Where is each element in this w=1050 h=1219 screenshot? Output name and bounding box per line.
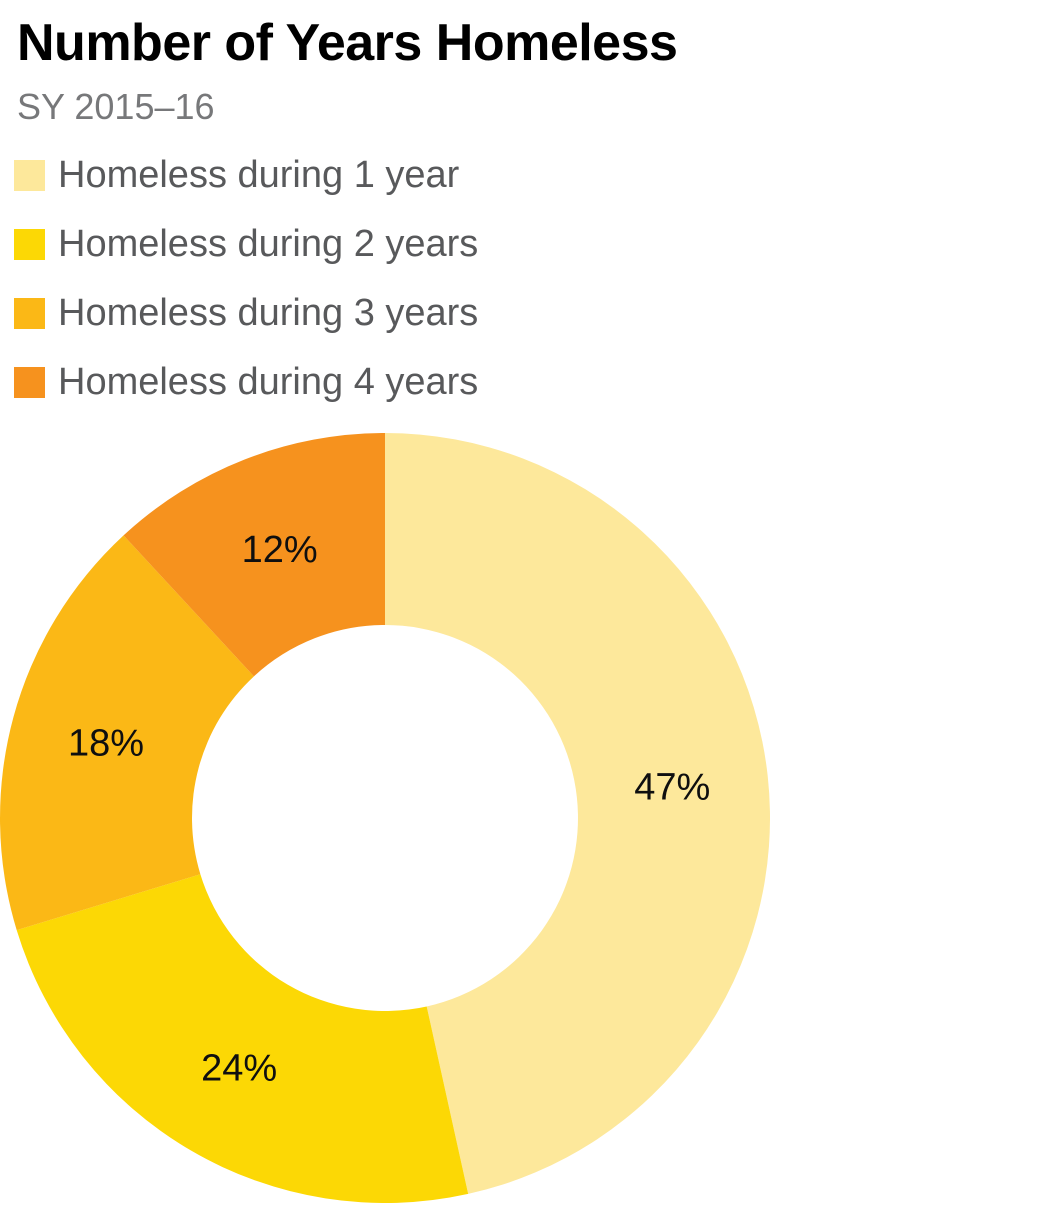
donut-segment-1-year <box>385 433 770 1194</box>
chart-title: Number of Years Homeless <box>17 14 678 72</box>
legend-item-2-years: Homeless during 2 years <box>14 225 478 263</box>
legend-item-1-year: Homeless during 1 year <box>14 156 478 194</box>
legend: Homeless during 1 year Homeless during 2… <box>14 156 478 401</box>
legend-swatch-4-years <box>14 366 45 398</box>
legend-swatch-1-year <box>14 159 45 191</box>
chart-subtitle: SY 2015–16 <box>17 86 215 127</box>
segment-value-label: 18% <box>68 723 144 765</box>
segment-value-label: 12% <box>242 529 318 571</box>
legend-label: Homeless during 2 years <box>58 223 479 265</box>
donut-segment-4-years <box>123 433 386 677</box>
legend-item-4-years: Homeless during 4 years <box>14 363 478 401</box>
segment-value-label: 24% <box>201 1048 277 1090</box>
legend-swatch-2-years <box>14 228 45 260</box>
legend-item-3-years: Homeless during 3 years <box>14 294 478 332</box>
donut-segment-2-years <box>16 874 469 1203</box>
legend-label: Homeless during 3 years <box>58 292 479 334</box>
donut-segment-3-years <box>0 535 254 931</box>
segment-value-label: 47% <box>634 767 710 809</box>
legend-swatch-3-years <box>14 297 45 329</box>
legend-label: Homeless during 4 years <box>58 361 479 403</box>
donut-chart: 47% 24% 18% 12% <box>0 433 770 1203</box>
legend-label: Homeless during 1 year <box>58 154 460 196</box>
